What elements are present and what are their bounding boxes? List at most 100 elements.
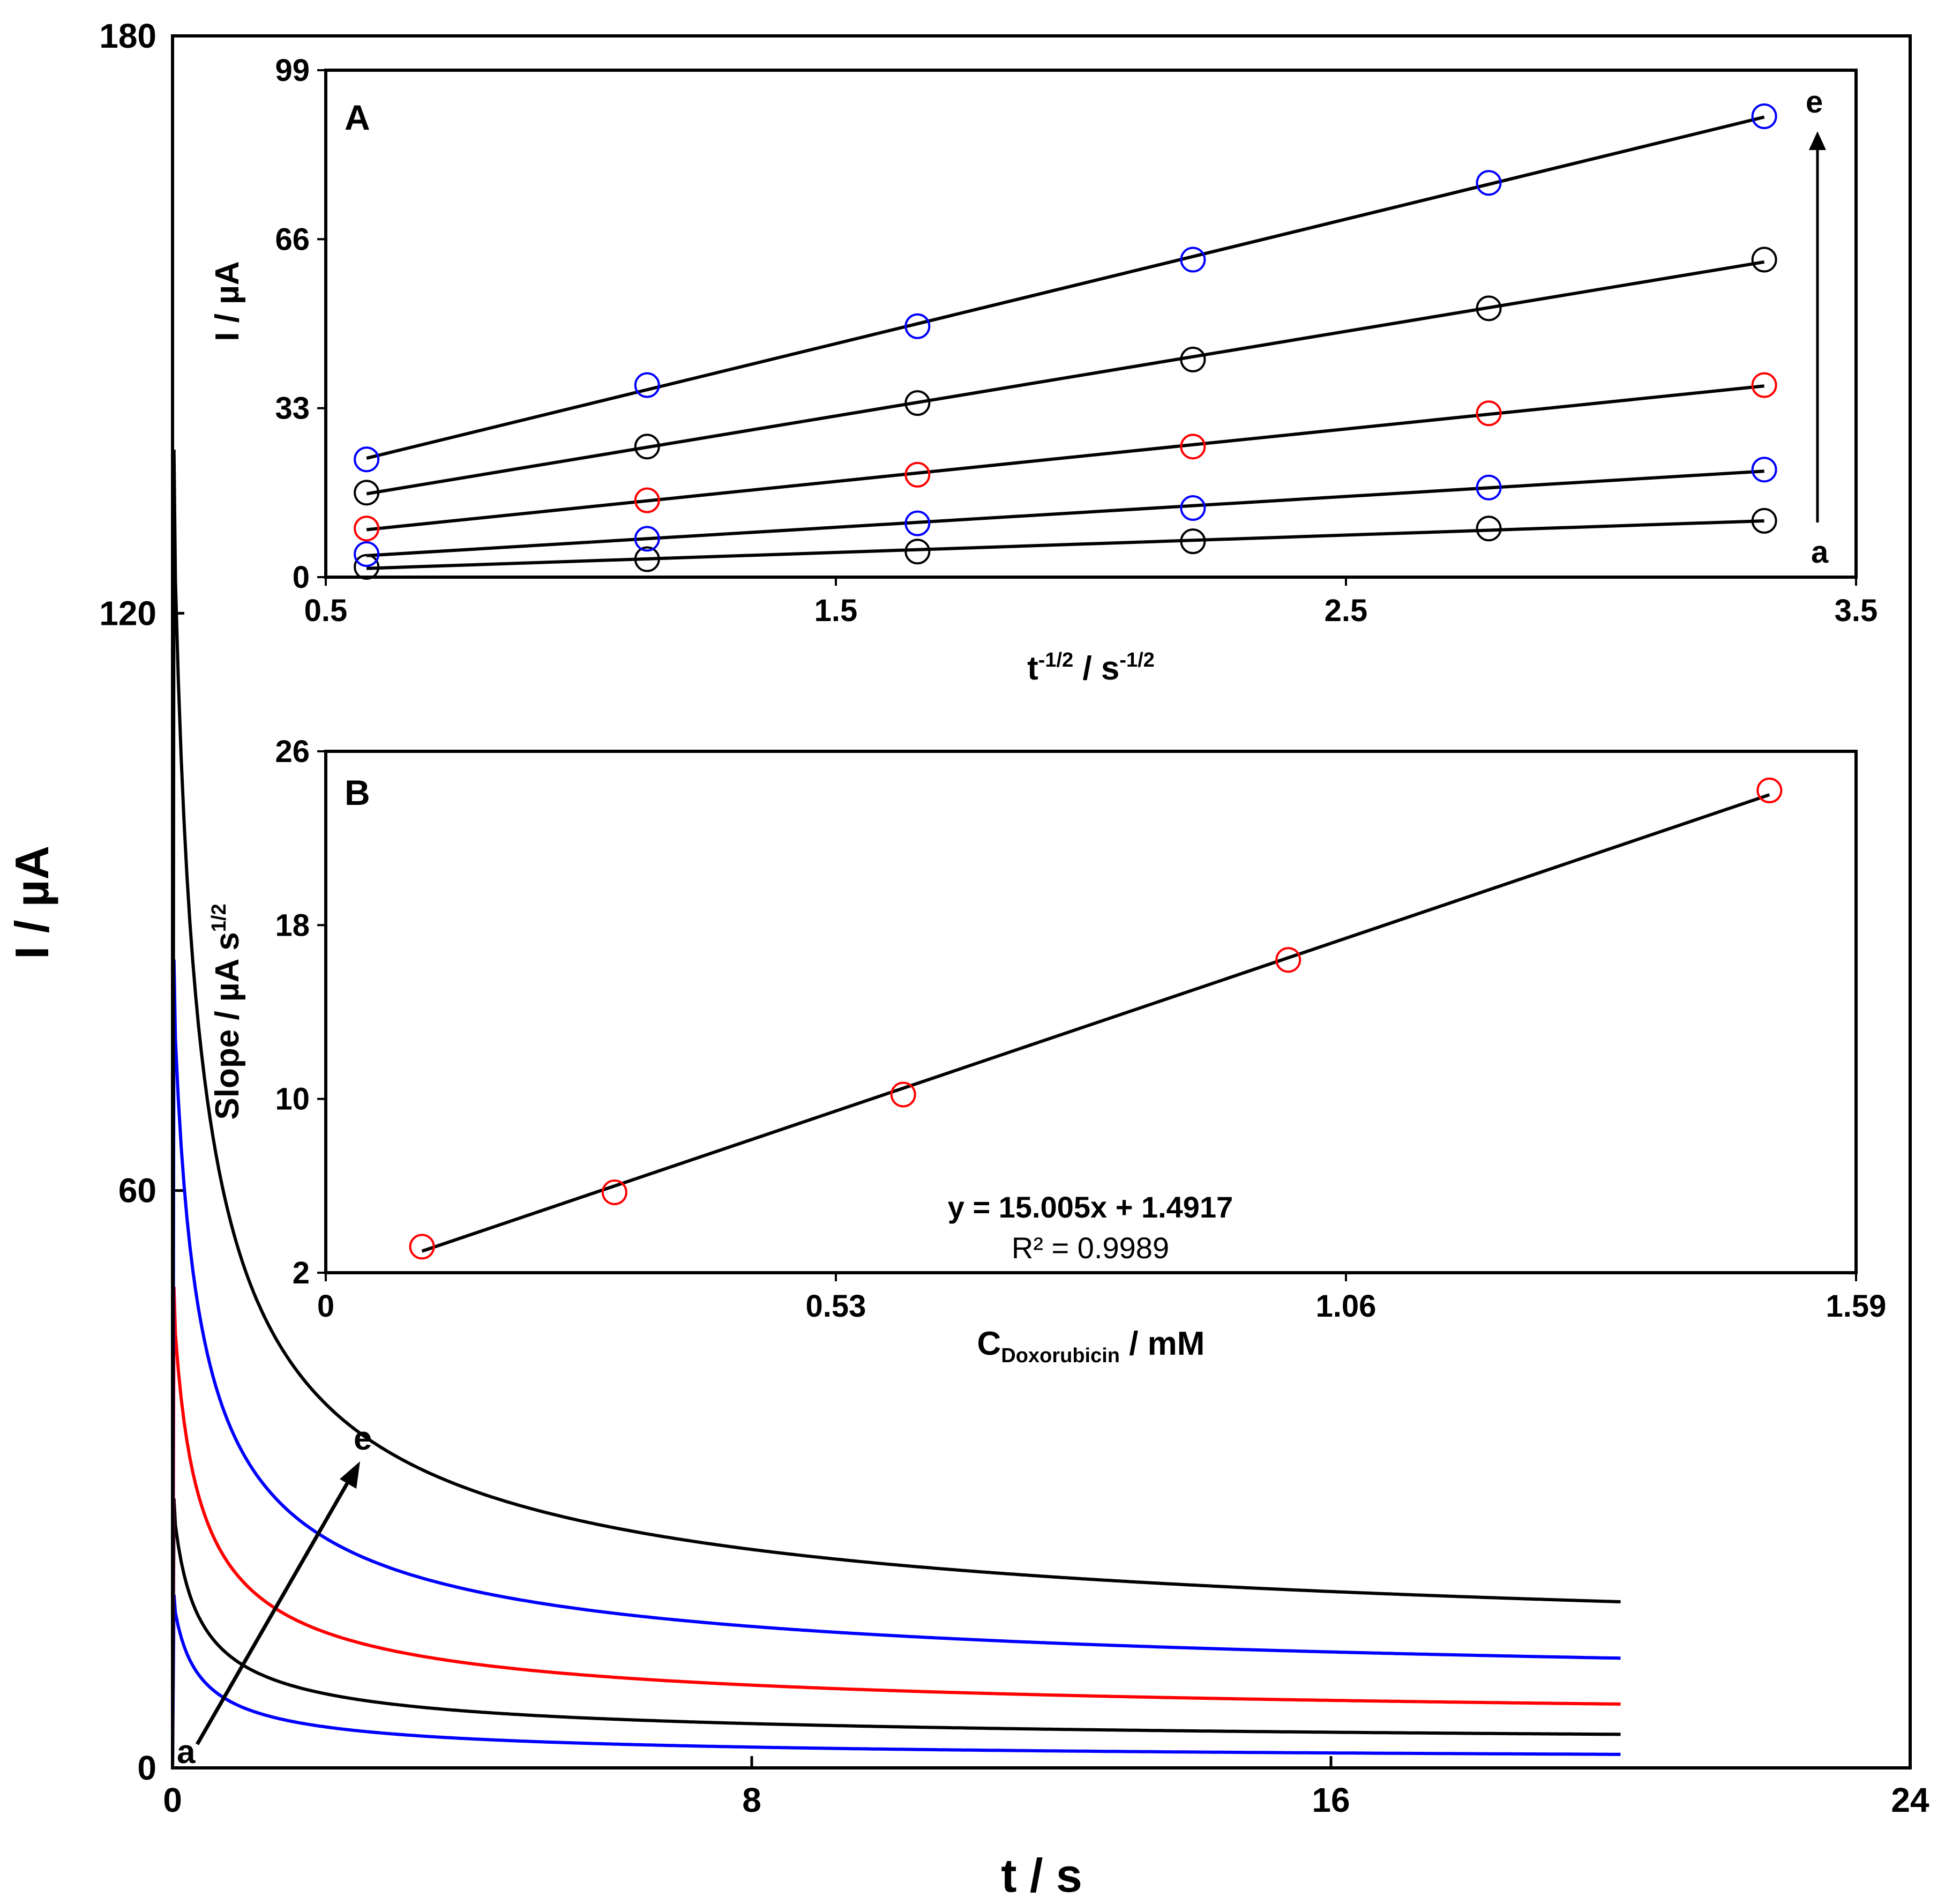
inset-b-fit-line: [421, 793, 1770, 1253]
inset-b-points: [409, 777, 1783, 1260]
main-series-line-a: [171, 1594, 1621, 1768]
inset-a-fit-line-a: [366, 519, 1764, 570]
inset-b-x-title-sub: Doxorubicin: [1001, 1345, 1120, 1367]
inset-b-point: [601, 1179, 627, 1205]
inset-b-y-title-sup: 1/2: [208, 904, 230, 932]
inset-a-point-b: [1751, 457, 1777, 483]
inset-a-point-b: [1476, 474, 1502, 501]
inset-a-point-c: [634, 487, 660, 513]
inset-a-point-a: [1180, 528, 1206, 555]
inset-b-y-title-main: Slope / µA s: [209, 932, 246, 1119]
inset-a-point-a: [1751, 507, 1777, 534]
inset-a-point-d: [904, 390, 931, 416]
inset-b-panel-letter: B: [345, 773, 370, 812]
main-x-tick-label: 8: [742, 1781, 761, 1819]
main-series: [171, 450, 1621, 1768]
inset-a-x-tick-label: 0.5: [304, 593, 348, 628]
inset-a-arrow-head: [1809, 131, 1826, 150]
inset-a-fit-line-c: [366, 384, 1764, 532]
inset-a-x-axis-title: t-1/2 / s-1/2: [1027, 649, 1155, 687]
main-y-tick-label: 0: [137, 1749, 156, 1787]
inset-b-point: [409, 1234, 435, 1260]
inset-b-x-title-rest: / mM: [1120, 1325, 1205, 1362]
inset-a-point-d: [354, 480, 380, 506]
main-y-tick-label: 180: [99, 17, 156, 55]
inset-a-point-d: [1180, 346, 1206, 372]
inset-a-y-tick-label: 0: [293, 560, 310, 595]
main-x-tick-label: 24: [1891, 1781, 1929, 1819]
inset-b-x-tick-label: 1.59: [1826, 1289, 1887, 1324]
inset-b-background: [324, 750, 1858, 1274]
inset-a-fit-line-b: [366, 469, 1764, 557]
main-x-tick-label: 16: [1312, 1781, 1350, 1819]
inset-a-x-title-mid: / s: [1073, 650, 1119, 687]
inset-a-x-tick-label: 2.5: [1325, 593, 1368, 628]
inset-a-arrow: a e: [1806, 85, 1829, 570]
inset-a-panel-letter: A: [345, 98, 370, 137]
inset-a-point-c: [354, 516, 380, 542]
inset-a-point-a: [354, 554, 380, 580]
inset-a-y-tick-label: 33: [275, 391, 310, 426]
main-arrow-end-label: e: [354, 1420, 372, 1457]
inset-b-x-title-main: C: [977, 1325, 1001, 1362]
main-x-tick-label: 0: [163, 1781, 182, 1819]
inset-a-point-e: [904, 313, 931, 339]
inset-a-x-tick-label: 1.5: [814, 593, 858, 628]
inset-b-ticks: 0 0.53 1.06 1.59 2 10 18 26: [275, 734, 1886, 1324]
main-arrow-line: [195, 1482, 349, 1745]
inset-a-point-b: [1180, 495, 1206, 521]
inset-a-point-e: [1476, 170, 1502, 196]
inset-a-point-d: [1476, 295, 1502, 322]
main-y-axis-title: I / µA: [5, 846, 58, 959]
inset-a-point-b: [904, 510, 931, 536]
inset-b-equation: y = 15.005x + 1.4917: [948, 1190, 1233, 1224]
inset-a-point-b: [354, 541, 380, 567]
inset-b-point: [1275, 947, 1301, 973]
inset-a-point-e: [354, 446, 380, 473]
main-arrow: a e: [177, 1420, 372, 1771]
inset-b-y-tick-label: 2: [293, 1256, 310, 1290]
inset-b-point: [1756, 777, 1783, 803]
inset-b-y-axis-title: Slope / µA s1/2: [208, 904, 246, 1119]
main-arrow-start-label: a: [177, 1734, 196, 1771]
inset-a-fit-lines: [366, 115, 1765, 570]
main-series-line-b: [171, 1498, 1621, 1768]
inset-a-ticks: 0.5 1.5 2.5 3.5 0 33 66 99: [275, 53, 1877, 628]
main-series-line-e: [171, 450, 1621, 1768]
inset-a-point-b: [634, 526, 660, 552]
inset-a-point-a: [904, 539, 931, 565]
inset-a-arrow-end-label: e: [1806, 85, 1823, 120]
inset-a-point-e: [1180, 247, 1206, 273]
inset-a-point-e: [634, 372, 660, 398]
inset-a-point-c: [904, 461, 931, 488]
inset-b-y-tick-label: 10: [275, 1082, 310, 1117]
inset-b-y-tick-label: 18: [275, 908, 310, 943]
inset-a-point-c: [1180, 434, 1206, 460]
inset-b-fit: [421, 793, 1770, 1253]
inset-a-x-tick-label: 3.5: [1835, 593, 1878, 628]
inset-a-y-tick-label: 66: [275, 222, 310, 257]
inset-a-x-title-sup1: -1/2: [1038, 649, 1073, 671]
inset-a-point-a: [1476, 516, 1502, 542]
main-series-line-c: [171, 1287, 1621, 1768]
inset-a-y-axis-title: I / µA: [209, 261, 246, 341]
main-y-tick-label: 60: [118, 1171, 156, 1210]
inset-a-arrow-start-label: a: [1811, 535, 1829, 570]
main-series-line-d: [171, 959, 1621, 1768]
main-y-tick-label: 120: [99, 594, 156, 632]
inset-a-fit-line-d: [366, 260, 1765, 496]
inset-a-y-tick-label: 99: [275, 53, 310, 88]
inset-b-r-squared: R² = 0.9989: [1012, 1231, 1169, 1265]
inset-b-x-axis-title: CDoxorubicin / mM: [977, 1325, 1205, 1367]
inset-a-point-c: [1476, 400, 1502, 427]
inset-a-point-d: [1751, 247, 1777, 273]
inset-b-x-tick-label: 1.06: [1316, 1289, 1377, 1324]
inset-a-points: [354, 103, 1777, 580]
main-arrow-head: [340, 1461, 360, 1489]
inset-a-point-e: [1751, 103, 1777, 129]
inset-a-x-title-main: t: [1027, 650, 1038, 687]
